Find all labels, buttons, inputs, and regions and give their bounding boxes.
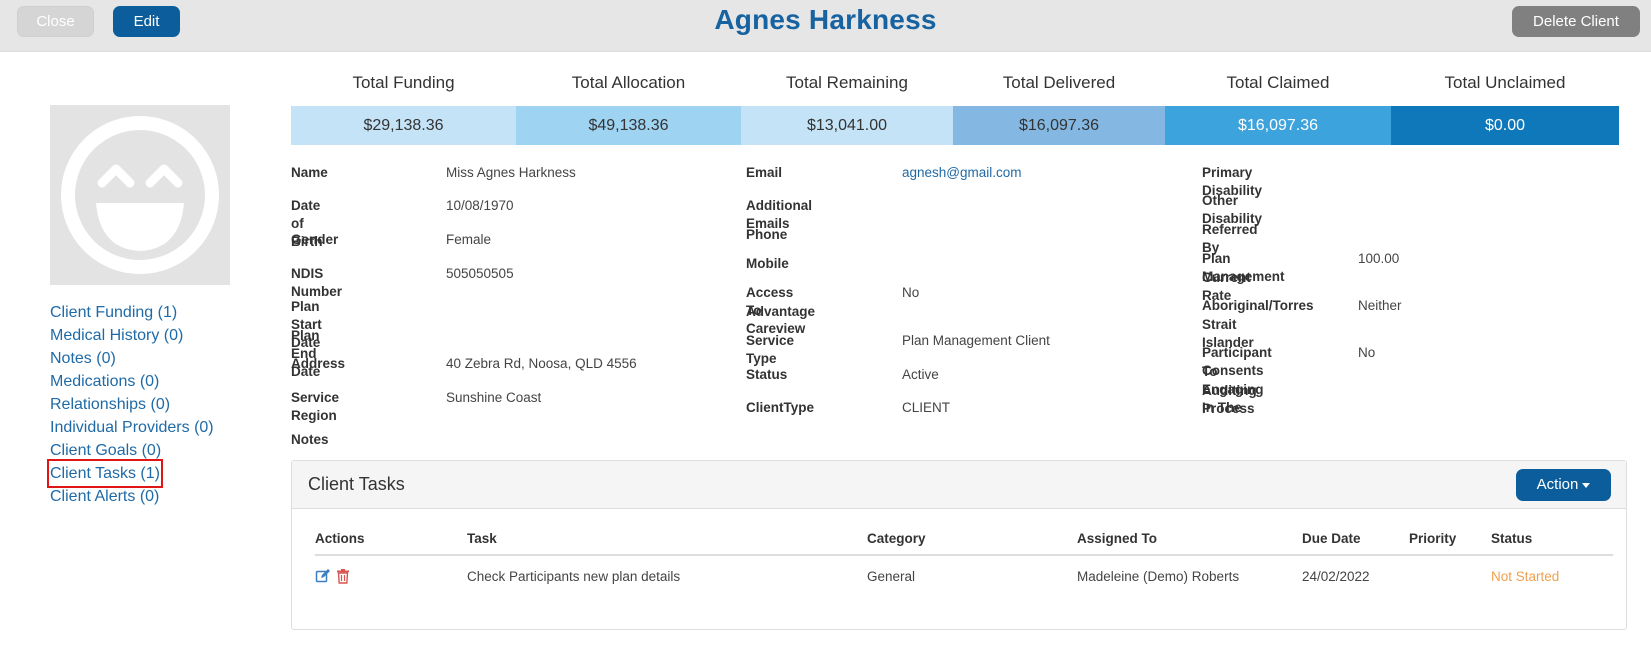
task-cell: Check Participants new plan details — [467, 568, 681, 584]
careview-label-line1: Access To Careview — [746, 285, 806, 336]
client-tasks-panel: Client Tasks Action Actions Task Categor… — [291, 460, 1627, 630]
edit-icon[interactable] — [315, 568, 331, 584]
status-cell: Not Started — [1491, 568, 1560, 584]
careview-label-line2: Advantage — [746, 304, 816, 319]
status-label: Status — [746, 367, 788, 382]
sidebar-link-notes[interactable]: Notes (0) — [50, 350, 116, 367]
table-row: Check Participants new plan details Gene… — [315, 555, 1613, 592]
column-header-actions: Actions — [315, 531, 467, 556]
consent-label-line2: To Engaging In The — [1202, 364, 1264, 415]
client-tasks-table: Actions Task Category Assigned To Due Da… — [315, 531, 1613, 592]
primary-disability-label: Primary Disability — [1202, 165, 1263, 198]
due-date-cell: 24/02/2022 — [1302, 568, 1370, 584]
avatar — [50, 105, 230, 285]
service-region-value: Sunshine Coast — [446, 390, 542, 405]
consent-label-line3: Auditing Process — [1202, 383, 1257, 416]
edit-button[interactable]: Edit — [113, 6, 180, 37]
client-tasks-panel-header: Client Tasks Action — [292, 461, 1626, 509]
column-header-status: Status — [1491, 531, 1613, 556]
dob-label: Date of Birth — [291, 198, 323, 249]
top-bar: Close Edit Agnes Harkness Delete Client — [0, 0, 1651, 52]
aboriginal-value: Neither — [1358, 298, 1402, 313]
ndis-number-value: 505050505 — [446, 266, 514, 281]
gender-label: Gender — [291, 232, 339, 247]
total-unclaimed-label: Total Unclaimed — [1444, 73, 1566, 92]
column-header-due-date: Due Date — [1302, 531, 1409, 556]
plan-rate-label-line1: Plan Management — [1202, 251, 1285, 284]
name-value: Miss Agnes Harkness — [446, 165, 576, 180]
column-header-priority: Priority — [1409, 531, 1491, 556]
priority-cell — [1409, 555, 1491, 592]
sidebar-link-client-funding[interactable]: Client Funding (1) — [50, 304, 178, 321]
additional-emails-label: Additional Emails — [746, 198, 812, 231]
status-value: Active — [902, 367, 939, 382]
address-label: Address — [291, 356, 346, 371]
service-region-label: Service Region — [291, 390, 340, 423]
column-header-task: Task — [467, 531, 867, 556]
client-type-value: CLIENT — [902, 400, 951, 415]
name-label: Name — [291, 165, 328, 180]
delete-client-button[interactable]: Delete Client — [1512, 6, 1640, 37]
email-link[interactable]: agnesh@gmail.com — [902, 165, 1022, 180]
consent-value: No — [1358, 345, 1376, 360]
smiley-face-icon — [61, 116, 219, 274]
total-claimed-value: $16,097.36 — [1165, 106, 1391, 145]
mobile-label: Mobile — [746, 256, 789, 271]
referred-by-label: Referred By — [1202, 222, 1258, 255]
notes-label: Notes — [291, 432, 329, 447]
service-type-value: Plan Management Client — [902, 333, 1050, 348]
aboriginal-label-line2: Strait Islander — [1202, 317, 1254, 350]
sidebar-link-client-alerts[interactable]: Client Alerts (0) — [50, 488, 160, 505]
total-funding-label: Total Funding — [352, 73, 455, 92]
plan-end-date-label: Plan End Date — [291, 328, 321, 379]
client-type-label: ClientType — [746, 400, 815, 415]
total-remaining-value: $13,041.00 — [741, 106, 953, 145]
total-funding-value: $29,138.36 — [291, 106, 516, 145]
client-tasks-title: Client Tasks — [308, 474, 405, 494]
action-dropdown-button[interactable]: Action — [1516, 469, 1611, 501]
dob-value: 10/08/1970 — [446, 198, 514, 213]
other-disability-label: Other Disability — [1202, 193, 1263, 226]
sidebar-link-individual-providers[interactable]: Individual Providers (0) — [50, 419, 214, 436]
total-delivered-value: $16,097.36 — [953, 106, 1165, 145]
category-cell: General — [867, 568, 916, 584]
careview-value: No — [902, 285, 920, 300]
total-delivered-label: Total Delivered — [1002, 73, 1116, 92]
aboriginal-label-line1: Aboriginal/Torres — [1202, 298, 1314, 313]
gender-value: Female — [446, 232, 492, 247]
consent-label-line1: Participant Consents — [1202, 345, 1272, 378]
phone-label: Phone — [746, 227, 788, 242]
ndis-number-label: NDIS Number — [291, 266, 343, 299]
sidebar-link-client-goals[interactable]: Client Goals (0) — [50, 442, 162, 459]
assigned-to-cell: Madeleine (Demo) Roberts — [1077, 568, 1240, 584]
sidebar-link-medical-history[interactable]: Medical History (0) — [50, 327, 184, 344]
total-unclaimed-value: $0.00 — [1391, 106, 1619, 145]
total-remaining-label: Total Remaining — [786, 73, 908, 92]
plan-rate-value: 100.00 — [1358, 251, 1400, 266]
sidebar-link-medications[interactable]: Medications (0) — [50, 373, 160, 390]
action-label: Action — [1536, 476, 1579, 493]
page-title: Agnes Harkness — [714, 4, 937, 35]
close-button[interactable]: Close — [17, 6, 94, 37]
row-actions-cell — [315, 555, 467, 592]
total-allocation-label: Total Allocation — [571, 73, 686, 92]
total-claimed-label: Total Claimed — [1226, 73, 1330, 92]
total-allocation-value: $49,138.36 — [516, 106, 741, 145]
table-header-row: Actions Task Category Assigned To Due Da… — [315, 531, 1613, 556]
column-header-category: Category — [867, 531, 1077, 556]
caret-down-icon — [1582, 482, 1591, 488]
email-label: Email — [746, 165, 783, 180]
plan-rate-label-line2: Current Rate — [1202, 270, 1251, 303]
service-type-label: Service Type — [746, 333, 795, 366]
sidebar-link-relationships[interactable]: Relationships (0) — [50, 396, 171, 413]
sidebar-link-client-tasks[interactable]: Client Tasks (1) — [47, 459, 163, 488]
plan-start-date-label: Plan Start Date — [291, 299, 322, 350]
trash-icon[interactable] — [335, 568, 351, 585]
address-value: 40 Zebra Rd, Noosa, QLD 4556 — [446, 356, 637, 371]
client-sidebar-links: Client Funding (1) Medical History (0) N… — [47, 301, 214, 508]
funding-totals: Total Funding Total Allocation Total Rem… — [291, 72, 1619, 145]
column-header-assigned-to: Assigned To — [1077, 531, 1302, 556]
